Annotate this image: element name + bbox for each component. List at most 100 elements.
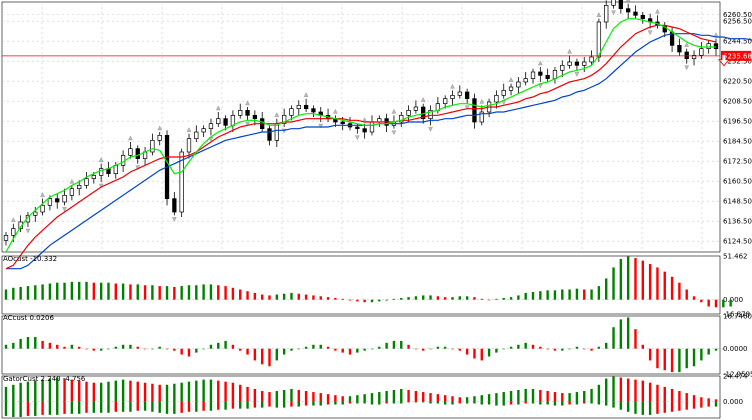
gator-upper-bar bbox=[92, 382, 96, 402]
ac-histogram-bar bbox=[714, 348, 718, 351]
gator-upper-bar bbox=[517, 389, 520, 402]
fractal-up-arrow bbox=[40, 192, 45, 197]
ao-histogram-bar bbox=[531, 292, 535, 300]
candle bbox=[684, 51, 689, 60]
ao-histogram-bar bbox=[114, 283, 117, 300]
fractal-up-arrow bbox=[128, 135, 133, 141]
ac-histogram-bar bbox=[436, 346, 440, 349]
ac-histogram-bar bbox=[151, 348, 154, 350]
candle bbox=[582, 61, 587, 66]
gator-upper-bar bbox=[363, 394, 366, 402]
gator-upper-bar bbox=[70, 379, 74, 402]
ao-histogram-bar bbox=[707, 299, 710, 307]
ac-histogram-bar bbox=[363, 348, 366, 351]
candle bbox=[369, 121, 375, 133]
ac-histogram-bar bbox=[326, 346, 330, 349]
ac-histogram-bar bbox=[531, 344, 535, 349]
ac-histogram-bar bbox=[458, 348, 462, 351]
candle bbox=[574, 61, 580, 66]
ao-histogram-bar bbox=[597, 286, 601, 300]
y-tick-label: 6256.50 bbox=[723, 18, 752, 26]
gator-lower-bar bbox=[648, 401, 652, 415]
ao-histogram-bar bbox=[583, 289, 586, 300]
candle bbox=[311, 108, 316, 113]
ac-histogram-bar bbox=[392, 340, 396, 349]
ac-histogram-bar bbox=[290, 348, 293, 351]
indicator-y-tick-label: 0.000 bbox=[723, 398, 743, 406]
ao-histogram-bar bbox=[268, 295, 271, 300]
gator-lower-bar bbox=[290, 401, 293, 407]
gator-upper-bar bbox=[158, 384, 161, 402]
gator-lower-bar bbox=[400, 401, 403, 404]
candle bbox=[281, 114, 287, 125]
candle bbox=[699, 48, 704, 56]
gator-lower-bar bbox=[531, 401, 535, 404]
gator-lower-bar bbox=[282, 401, 286, 408]
ao-histogram-bar bbox=[297, 293, 300, 300]
gator-lower-bar bbox=[356, 401, 359, 404]
candle bbox=[55, 198, 60, 203]
gator-lower-bar bbox=[341, 401, 344, 405]
gator-upper-bar bbox=[465, 397, 469, 402]
fractal-up-arrow bbox=[567, 48, 572, 54]
ao-histogram-bar bbox=[524, 292, 527, 300]
ac-histogram-bar bbox=[224, 340, 227, 349]
gator-upper-bar bbox=[524, 388, 527, 402]
gator-lower-bar bbox=[495, 401, 498, 406]
ao-histogram-bar bbox=[260, 294, 264, 300]
fractal-up-arrow bbox=[215, 105, 221, 111]
ac-histogram-bar bbox=[692, 348, 696, 367]
y-tick-label: 6184.50 bbox=[723, 138, 752, 146]
candle bbox=[530, 71, 536, 80]
ao-histogram-bar bbox=[407, 297, 410, 300]
ao-histogram-bar bbox=[539, 291, 542, 300]
ao-histogram-bar bbox=[370, 299, 374, 303]
ao-histogram-bar bbox=[612, 267, 615, 300]
ao-histogram-bar bbox=[414, 296, 418, 300]
candle bbox=[201, 128, 206, 133]
gator-upper-bar bbox=[422, 392, 425, 402]
candle bbox=[560, 64, 565, 71]
gator-upper-bar bbox=[85, 381, 88, 402]
fractal-up-arrow bbox=[684, 42, 690, 47]
ac-histogram-bar bbox=[370, 348, 374, 350]
ac-histogram-bar bbox=[63, 346, 66, 349]
gator-upper-bar bbox=[663, 386, 666, 402]
candle bbox=[406, 109, 411, 116]
candle bbox=[113, 164, 118, 175]
gator-upper-bar bbox=[334, 395, 337, 402]
ao-histogram-bar bbox=[12, 287, 15, 300]
ao-histogram-bar bbox=[63, 282, 66, 300]
candle bbox=[611, 0, 616, 6]
candle bbox=[208, 123, 214, 130]
gator-upper-bar bbox=[48, 378, 52, 402]
gator-indicator-title: GatorCust 2.240 -4.756 bbox=[3, 375, 86, 383]
indicator-y-tick-label: 0.0000 bbox=[723, 345, 748, 353]
ac-histogram-bar bbox=[77, 346, 81, 349]
ao-histogram-bar bbox=[385, 299, 388, 301]
gator-lower-bar bbox=[378, 401, 381, 405]
ao-histogram-bar bbox=[685, 289, 688, 300]
ac-histogram-bar bbox=[487, 348, 491, 357]
ac-histogram-bar bbox=[107, 348, 110, 350]
gator-upper-bar bbox=[231, 382, 235, 402]
gator-upper-bar bbox=[641, 380, 645, 402]
gator-lower-bar bbox=[85, 401, 88, 413]
gator-lower-bar bbox=[429, 401, 432, 404]
candle bbox=[450, 94, 455, 100]
gator-upper-bar bbox=[63, 378, 66, 402]
gator-upper-bar bbox=[392, 389, 396, 402]
ac-histogram-bar bbox=[231, 344, 235, 349]
ac-indicator-pane: 16.7460 0.0000 -12.9595 bbox=[1, 313, 752, 379]
ac-histogram-bar bbox=[509, 346, 513, 349]
ac-histogram-bar bbox=[202, 348, 205, 350]
ac-histogram-bar bbox=[34, 336, 37, 349]
ac-histogram-bar bbox=[304, 346, 308, 349]
gator-lower-bar bbox=[326, 401, 330, 405]
ac-histogram-bar bbox=[260, 348, 264, 365]
gator-lower-bar bbox=[92, 401, 96, 413]
indicator-y-tick-label: -12.9595 bbox=[723, 371, 752, 379]
ao-histogram-bar bbox=[443, 297, 447, 300]
candle bbox=[99, 168, 104, 176]
ao-histogram-bar bbox=[85, 281, 88, 300]
